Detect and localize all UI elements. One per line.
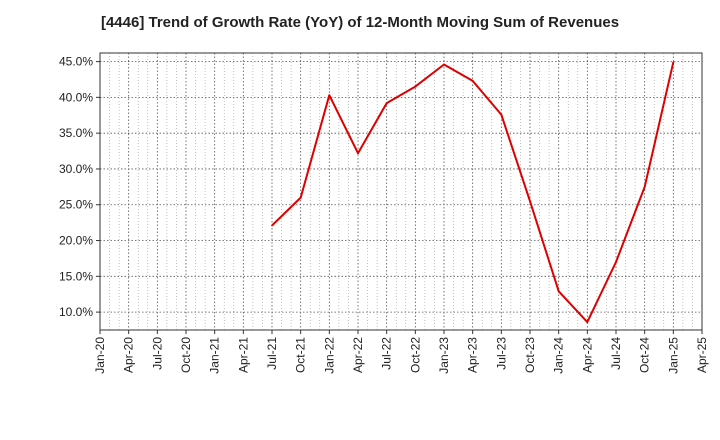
x-tick-label: Jul-23 (494, 337, 508, 370)
data-point (529, 200, 531, 203)
series-line (271, 62, 675, 324)
x-tick-label: Oct-22 (408, 337, 422, 373)
y-tick-label: 15.0% (59, 269, 93, 283)
x-tick-label: Apr-25 (695, 337, 709, 373)
y-tick-label: 25.0% (59, 198, 93, 212)
x-tick-label: Apr-24 (580, 337, 594, 373)
y-tick-label: 40.0% (59, 90, 93, 104)
y-tick-label: 10.0% (59, 305, 93, 319)
data-point (615, 261, 617, 263)
x-tick-label: Apr-20 (122, 337, 136, 373)
x-tick-label: Jul-22 (380, 337, 394, 370)
x-tick-label: Jan-23 (437, 337, 451, 374)
data-point (357, 152, 359, 155)
data-point (557, 290, 560, 293)
data-point (271, 224, 273, 227)
y-tick-label: 20.0% (59, 234, 93, 248)
x-tick-label: Jul-21 (265, 337, 279, 370)
x-tick-label: Apr-22 (351, 337, 365, 373)
data-point (414, 85, 417, 88)
x-tick-label: Apr-23 (466, 337, 480, 373)
y-tick-label: 35.0% (59, 126, 93, 140)
data-point (443, 63, 445, 66)
x-tick-label: Jul-20 (150, 337, 164, 370)
y-tick-label: 30.0% (59, 162, 93, 176)
x-tick-label: Jan-25 (666, 337, 680, 374)
data-point (500, 113, 503, 116)
x-tick-label: Oct-24 (638, 337, 652, 373)
x-tick-label: Jan-24 (552, 337, 566, 374)
x-tick-label: Jan-21 (208, 337, 222, 374)
data-point (328, 94, 331, 97)
chart-title: [4446] Trend of Growth Rate (YoY) of 12-… (100, 14, 620, 31)
data-point (471, 80, 474, 82)
data-point (385, 102, 388, 105)
x-tick-label: Apr-21 (236, 337, 250, 373)
x-tick-label: Oct-21 (294, 337, 308, 373)
x-tick-label: Oct-20 (179, 337, 193, 373)
x-tick-label: Jan-20 (93, 337, 107, 374)
data-point (586, 321, 589, 324)
data-point (299, 196, 302, 199)
x-tick-label: Jan-22 (322, 337, 336, 374)
y-tick-label: 45.0% (59, 55, 93, 69)
x-tick-label: Jul-24 (609, 337, 623, 370)
data-point (672, 61, 675, 64)
data-point (643, 185, 646, 188)
plot-frame (99, 52, 703, 331)
x-tick-label: Oct-23 (523, 337, 537, 373)
